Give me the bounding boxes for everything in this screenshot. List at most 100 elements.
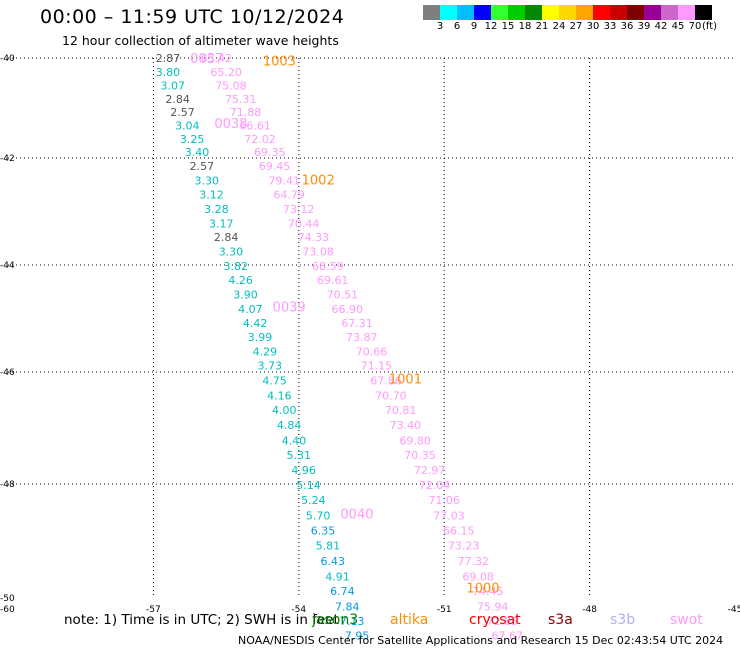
colorbar-swatch	[491, 5, 508, 20]
swot-wave-height: 65.20	[210, 66, 242, 79]
jason3-wave-height: 7.13	[340, 615, 365, 628]
swot-wave-height: 67.67	[491, 629, 523, 642]
swot-wave-height: 65.42	[201, 52, 233, 65]
colorbar-swatch	[627, 5, 644, 20]
colorbar-label: 27	[569, 21, 583, 32]
footer-credit: NOAA/NESDIS Center for Satellite Applica…	[238, 634, 724, 647]
colorbar-label: 21	[535, 21, 549, 32]
swot-wave-height: 67.31	[341, 317, 373, 330]
jason3-wave-height: 4.75	[262, 374, 287, 387]
jason3-wave-height: 4.16	[267, 390, 292, 403]
jason3-wave-height: 3.82	[224, 260, 249, 273]
swot-wave-height: 73.23	[448, 540, 480, 553]
swot-wave-height: 70.51	[327, 288, 359, 301]
swot-wave-height: 70.81	[385, 404, 417, 417]
swot-wave-height: 73.40	[390, 419, 422, 432]
jason3-wave-height: 3.17	[209, 217, 234, 230]
swot-wave-height: 70.44	[288, 217, 320, 230]
colorbar-swatch	[508, 5, 525, 20]
colorbar-swatch	[525, 5, 542, 20]
jason3-wave-height: 4.91	[325, 570, 350, 583]
pass-time-label: 0037	[190, 52, 223, 67]
pass-time-label: 1003	[263, 55, 296, 70]
swot-wave-height: 75.31	[225, 93, 257, 106]
legend-item-swot: swot	[670, 612, 703, 628]
jason3-wave-height: 4.40	[282, 434, 307, 447]
jason3-wave-height: 4.42	[243, 317, 268, 330]
colorbar-label: 15	[501, 21, 515, 32]
swot-wave-height: 75.08	[215, 80, 247, 93]
swot-wave-height: 72.85	[487, 615, 519, 628]
jason3-wave-height: 4.96	[291, 464, 316, 477]
swot-wave-height: 72.02	[244, 133, 276, 146]
jason3-wave-height: 3.99	[248, 331, 273, 344]
jason3-wave-height: 4.00	[272, 404, 297, 417]
y-tick-label: -60	[0, 605, 15, 615]
y-tick-label: -44	[0, 261, 15, 271]
swot-wave-height: 73.87	[346, 331, 378, 344]
jason3-wave-height: 3.04	[175, 120, 200, 133]
colorbar-swatch	[559, 5, 576, 20]
swot-wave-height: 73.12	[283, 203, 315, 216]
swot-wave-height: 79.41	[269, 174, 301, 187]
swot-wave-height: 71.88	[230, 106, 262, 119]
colorbar-swatch	[576, 5, 593, 20]
jason3-wave-height: 5.81	[316, 540, 341, 553]
jason3-wave-height: 6.35	[311, 525, 336, 538]
x-tick-label: -51	[437, 605, 452, 615]
page-title: 00:00 – 11:59 UTC 10/12/2024	[40, 6, 345, 28]
colorbar	[423, 5, 712, 20]
note-text: note: 1) Time is in UTC; 2) SWH is in fe…	[64, 612, 339, 628]
colorbar-swatch	[661, 5, 678, 20]
colorbar-swatch	[678, 5, 695, 20]
colorbar-label: 42	[654, 21, 668, 32]
jason3-wave-height: 3.07	[161, 80, 186, 93]
jason3-wave-height: 6.43	[320, 555, 345, 568]
legend-item-s3a: s3a	[548, 612, 573, 628]
jason3-wave-height: 2.87	[156, 52, 181, 65]
swot-wave-height: 71.06	[428, 494, 460, 507]
swot-wave-height: 72.04	[419, 479, 451, 492]
swot-wave-height: 69.35	[254, 146, 286, 159]
swot-wave-height: 75.94	[477, 600, 509, 613]
swot-wave-height: 74.45	[472, 585, 504, 598]
y-tick-label: -48	[0, 480, 15, 490]
colorbar-label: 24	[552, 21, 566, 32]
colorbar-label: 39	[637, 21, 651, 32]
pass-time-label: 0038	[214, 117, 247, 132]
jason3-wave-height: 3.25	[180, 133, 205, 146]
pass-time-label: 1001	[389, 373, 422, 388]
y-tick-label: -42	[0, 154, 15, 164]
swot-wave-height: 68.59	[312, 260, 344, 273]
colorbar-swatch	[423, 5, 440, 20]
colorbar-label: 9	[470, 21, 478, 32]
jason3-wave-height: 3.40	[185, 146, 210, 159]
pass-time-label: 0039	[273, 301, 306, 316]
legend-item-s3b: s3b	[610, 612, 636, 628]
colorbar-swatch	[474, 5, 491, 20]
colorbar-label: 18	[518, 21, 532, 32]
swot-wave-height: 73.08	[302, 246, 334, 259]
swot-wave-height: 74.33	[298, 231, 330, 244]
swot-wave-height: 71.15	[361, 360, 393, 373]
page-subtitle: 12 hour collection of altimeter wave hei…	[62, 33, 339, 48]
jason3-wave-height: 4.26	[228, 274, 253, 287]
swot-wave-height: 69.61	[317, 274, 349, 287]
colorbar-label: 45	[671, 21, 685, 32]
colorbar-label: 36	[620, 21, 634, 32]
x-tick-label: -57	[146, 605, 161, 615]
colorbar-label: 3	[436, 21, 444, 32]
jason3-wave-height: 3.30	[219, 246, 244, 259]
x-tick-label: -48	[582, 605, 597, 615]
swot-wave-height: 70.70	[375, 390, 407, 403]
x-tick-label: -45	[728, 605, 740, 615]
legend-item-jason3: jason3	[312, 612, 359, 628]
jason3-wave-height: 3.12	[199, 188, 224, 201]
colorbar-swatch	[644, 5, 661, 20]
colorbar-swatch	[593, 5, 610, 20]
jason3-wave-height: 6.74	[330, 585, 355, 598]
colorbar-swatch	[457, 5, 474, 20]
pass-time-label: 1000	[466, 582, 499, 597]
swot-wave-height: 66.15	[443, 525, 475, 538]
